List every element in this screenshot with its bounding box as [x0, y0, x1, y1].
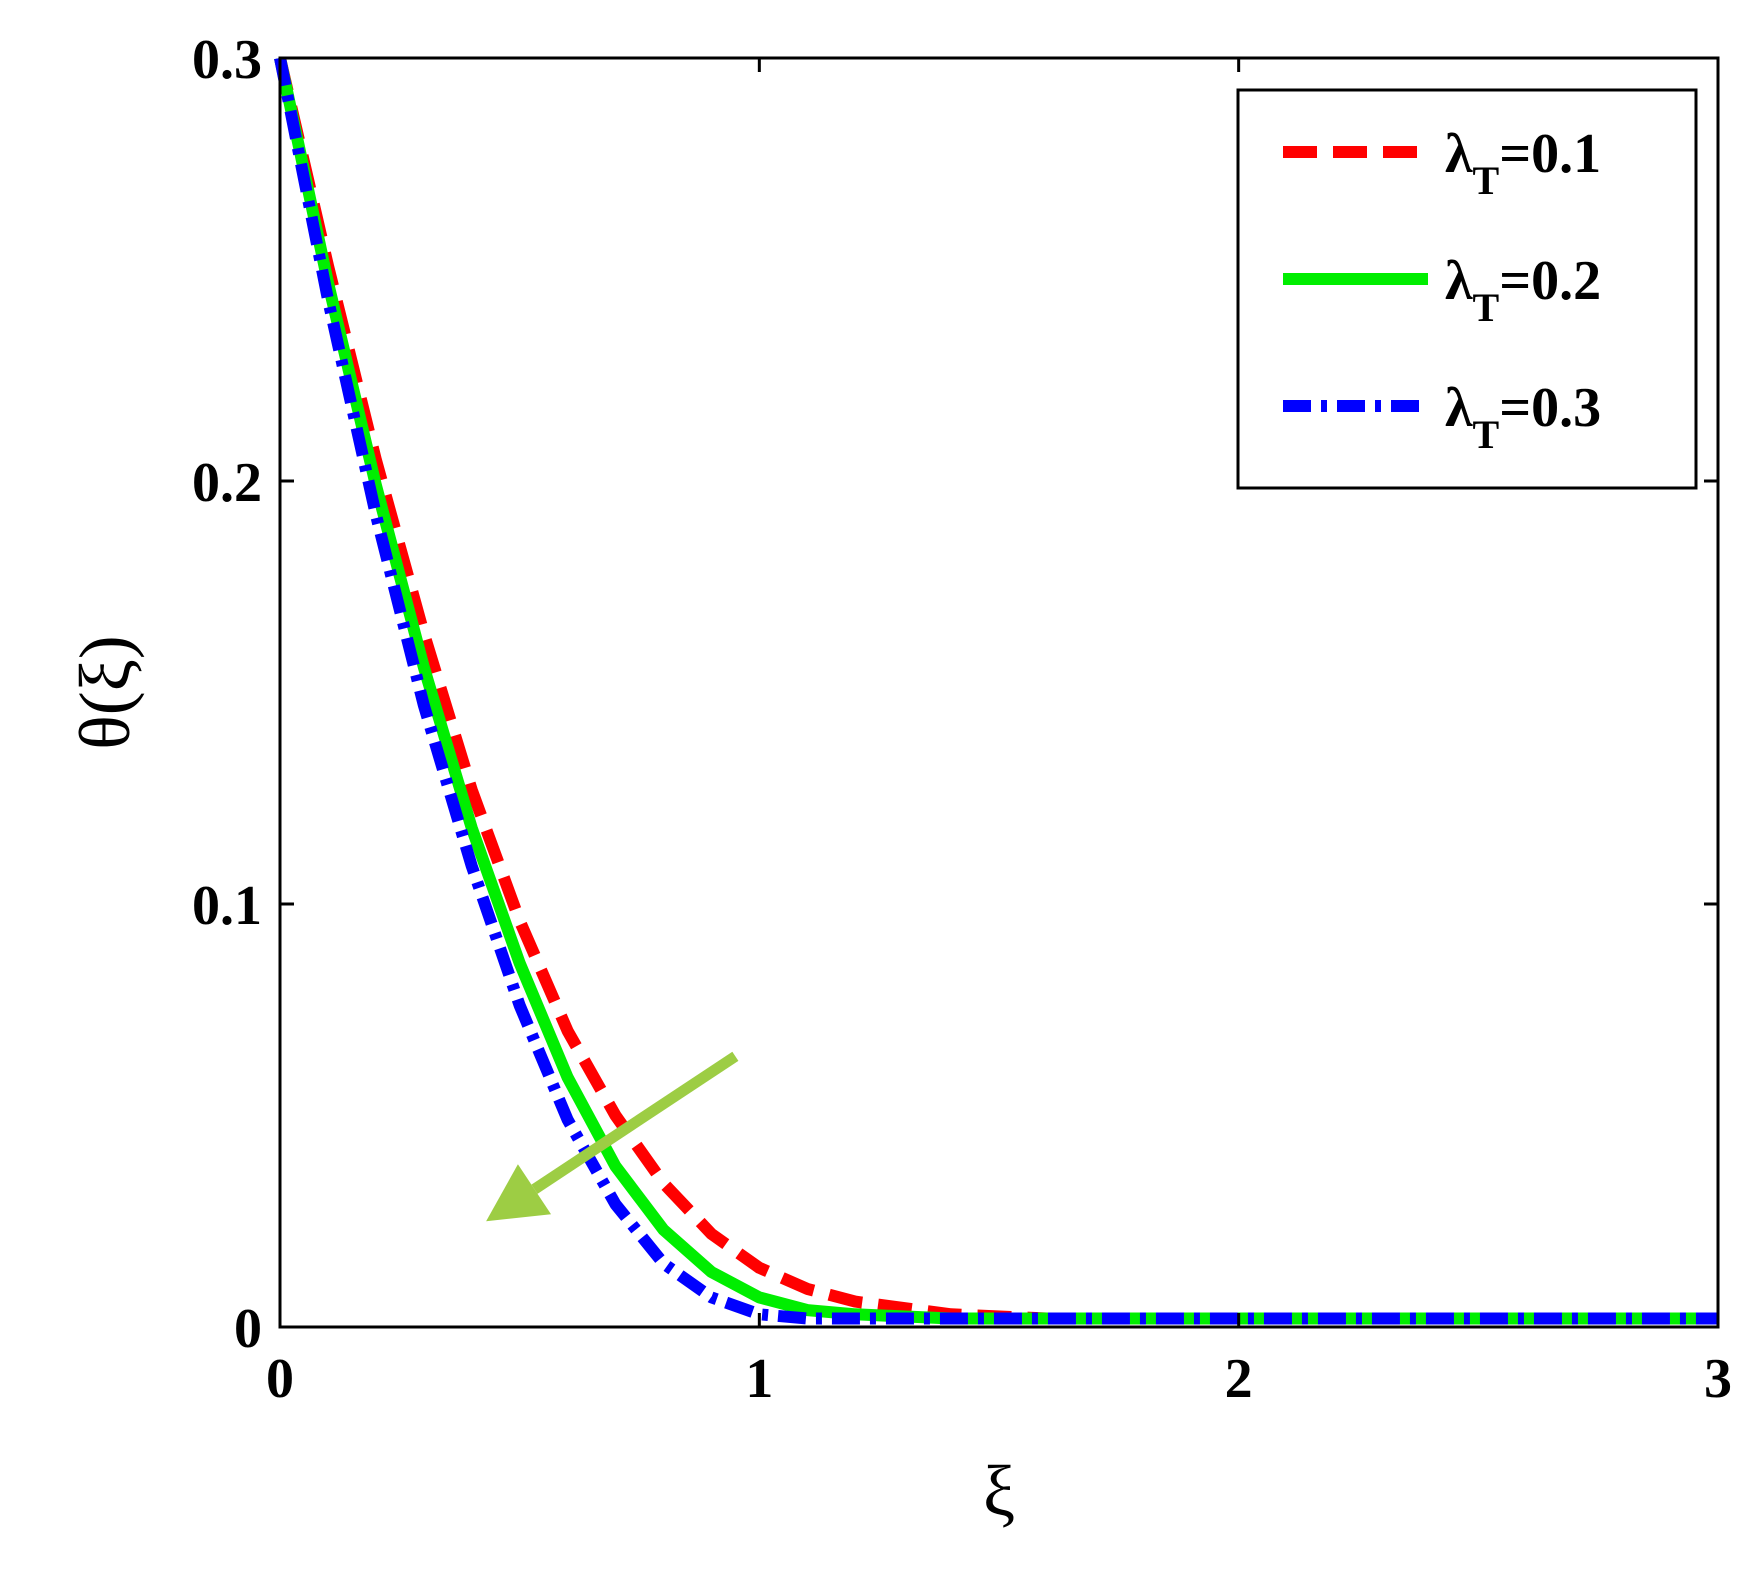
- annotation-arrow-head: [486, 1164, 552, 1222]
- tick-layer: 0 1 2 3 0 0.1 0.2 0.3: [192, 29, 1732, 1410]
- series-line-2: [274, 56, 1718, 1325]
- x-tick-label: 2: [1225, 1348, 1253, 1410]
- y-tick-label: 0: [234, 1298, 262, 1360]
- annotation-arrow-shaft: [531, 1051, 739, 1194]
- y-axis-title: θ(ξ): [65, 635, 145, 750]
- x-tick-label: 0: [266, 1348, 294, 1410]
- y-tick-label: 0.3: [192, 29, 262, 91]
- y-tick-label: 0.2: [192, 452, 262, 514]
- x-axis-title: ξ: [983, 1451, 1015, 1531]
- legend: λT=0.1λT=0.2λT=0.3: [1236, 88, 1698, 490]
- annotation-layer: [486, 1051, 739, 1222]
- series-layer: [274, 56, 1718, 1325]
- plot-frame: [278, 56, 1720, 1329]
- x-tick-label: 1: [745, 1348, 773, 1410]
- series-line-3: [274, 56, 1718, 1325]
- y-tick-label: 0.1: [192, 875, 262, 937]
- x-tick-label: 3: [1704, 1348, 1732, 1410]
